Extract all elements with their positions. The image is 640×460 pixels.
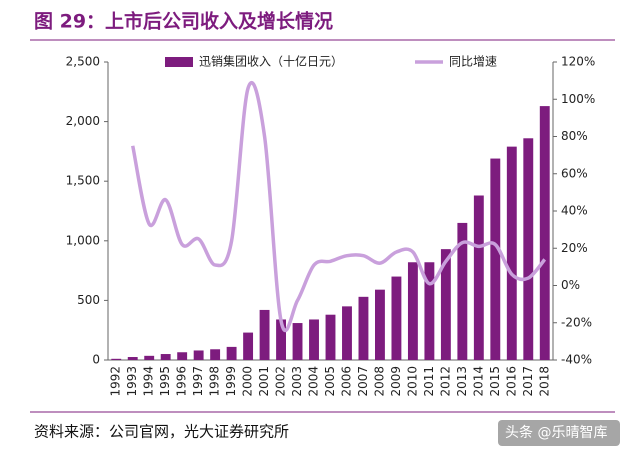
x-tick-label: 2016 <box>504 366 518 397</box>
bar <box>193 350 204 360</box>
x-tick-label: 1997 <box>191 366 205 397</box>
y2-tick-label: -40% <box>561 353 592 367</box>
y-tick-label: 2,000 <box>66 114 100 128</box>
x-tick-label: 2001 <box>257 366 271 397</box>
bar <box>407 262 418 360</box>
y2-tick-label: -20% <box>561 315 592 329</box>
chart-title: 图 29：上市后公司收入及增长情况 <box>34 10 333 33</box>
x-tick-label: 2015 <box>488 366 502 397</box>
y2-tick-label: 0% <box>561 278 580 292</box>
bar <box>210 349 221 360</box>
x-tick-label: 2000 <box>241 366 255 397</box>
x-tick-label: 2009 <box>389 366 403 397</box>
x-tick-label: 2002 <box>274 366 288 397</box>
bar <box>473 195 484 360</box>
x-tick-label: 2007 <box>356 366 370 397</box>
x-tick-label: 2010 <box>405 366 419 397</box>
x-tick-label: 2005 <box>323 366 337 397</box>
bar <box>226 346 237 360</box>
bar <box>243 332 254 360</box>
bar <box>539 106 550 360</box>
bar <box>506 146 517 360</box>
y2-tick-label: 120% <box>561 55 595 69</box>
bar <box>127 357 138 360</box>
bar <box>523 138 534 360</box>
y2-tick-label: 20% <box>561 241 588 255</box>
x-tick-label: 1995 <box>158 366 172 397</box>
x-tick-label: 2004 <box>307 366 321 397</box>
legend-label: 迅销集团收入（十亿日元） <box>199 54 343 69</box>
x-tick-label: 1996 <box>175 366 189 397</box>
legend-label: 同比增速 <box>449 55 497 69</box>
x-tick-label: 1998 <box>208 366 222 397</box>
x-tick-label: 2018 <box>537 366 551 397</box>
bar <box>292 323 303 360</box>
bar <box>276 319 286 360</box>
y2-tick-label: 60% <box>561 166 588 180</box>
y-tick-label: 1,500 <box>66 174 100 188</box>
legend-swatch <box>165 57 193 67</box>
bar <box>375 289 385 360</box>
y-tick-label: 2,500 <box>66 55 100 69</box>
bar <box>309 319 319 360</box>
x-tick-label: 2017 <box>521 366 535 397</box>
x-tick-label: 1994 <box>142 366 156 397</box>
y-tick-label: 500 <box>77 293 100 307</box>
bar <box>259 309 270 360</box>
bar <box>144 355 155 360</box>
y-tick-label: 1,000 <box>66 233 100 247</box>
bar <box>358 296 369 360</box>
bar <box>177 352 188 360</box>
bar <box>342 306 352 360</box>
x-tick-label: 1993 <box>125 366 139 397</box>
y2-tick-label: 40% <box>561 204 588 218</box>
watermark: 头条 @乐晴智库 <box>505 424 607 441</box>
bar <box>160 354 171 360</box>
bar <box>391 276 402 360</box>
y-tick-label: 0 <box>92 353 100 367</box>
bar <box>325 314 336 360</box>
x-tick-label: 2012 <box>438 366 452 397</box>
x-tick-label: 2014 <box>471 366 485 397</box>
x-tick-label: 2008 <box>372 366 386 397</box>
x-tick-label: 2013 <box>455 366 469 397</box>
x-tick-label: 1992 <box>109 366 123 397</box>
x-tick-label: 2003 <box>290 366 304 397</box>
x-tick-label: 2006 <box>339 366 353 397</box>
bar <box>111 358 122 360</box>
bar <box>457 222 468 360</box>
y2-tick-label: 100% <box>561 92 595 106</box>
bar <box>490 158 501 360</box>
source: 资料来源：公司官网，光大证券研究所 <box>34 423 289 441</box>
x-tick-label: 1999 <box>224 366 238 397</box>
bar <box>424 262 435 360</box>
bar <box>440 249 451 360</box>
y2-tick-label: 80% <box>561 129 588 143</box>
x-tick-label: 2011 <box>422 366 436 397</box>
watermark-bg <box>498 420 620 446</box>
growth-line <box>131 80 547 333</box>
